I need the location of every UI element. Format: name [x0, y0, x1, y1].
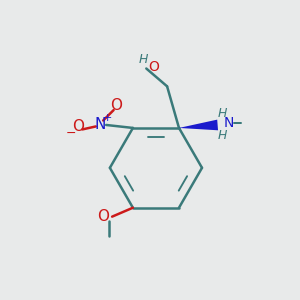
Text: −: − — [65, 128, 76, 140]
Text: +: + — [103, 113, 112, 123]
Text: N: N — [94, 118, 106, 133]
Text: H: H — [218, 129, 227, 142]
Text: H: H — [218, 106, 227, 120]
Polygon shape — [179, 120, 218, 130]
Text: O: O — [111, 98, 123, 113]
Text: O: O — [72, 119, 84, 134]
Text: N: N — [224, 116, 234, 130]
Text: O: O — [97, 209, 109, 224]
Text: O: O — [148, 60, 159, 74]
Text: H: H — [139, 53, 148, 66]
